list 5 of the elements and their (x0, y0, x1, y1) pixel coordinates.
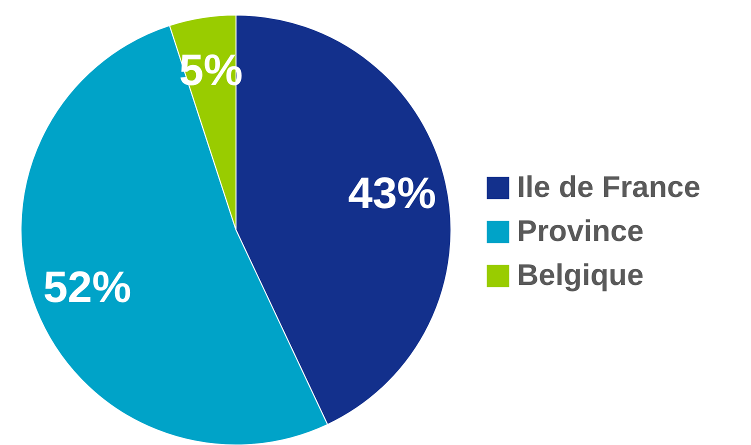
data-label: 52% (43, 262, 132, 312)
legend-label: Province (517, 215, 644, 248)
data-label: 43% (348, 169, 436, 218)
legend-label: Belgique (517, 259, 644, 292)
legend-label: Ile de France (517, 171, 700, 204)
